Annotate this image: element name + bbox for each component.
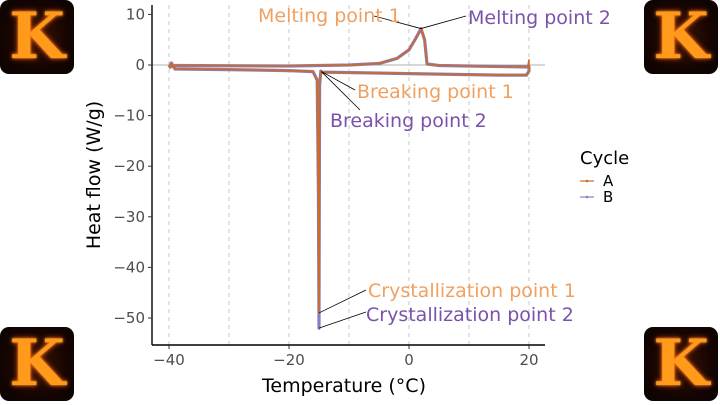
annotation-leader bbox=[373, 15, 422, 29]
k-logo: K bbox=[644, 0, 718, 74]
annotation-leader bbox=[321, 71, 361, 111]
x-tick-label: 0 bbox=[404, 351, 414, 369]
legend-key-point bbox=[585, 179, 589, 183]
y-tick-label: 10 bbox=[126, 5, 145, 23]
y-tick-label: 0 bbox=[135, 56, 145, 74]
k-logo: K bbox=[0, 0, 74, 74]
annotation-label: Breaking point 1 bbox=[357, 81, 514, 103]
annotation-leader bbox=[318, 311, 367, 329]
annotation-label: Crystallization point 1 bbox=[368, 280, 576, 302]
y-tick-label: −10 bbox=[113, 107, 145, 125]
y-tick-label: −30 bbox=[113, 208, 145, 226]
annotation-label: Melting point 1 bbox=[258, 5, 401, 27]
legend-title: Cycle bbox=[580, 148, 629, 169]
annotation-label: Melting point 2 bbox=[468, 7, 611, 29]
annotation-leader bbox=[321, 71, 356, 91]
legend-key-point bbox=[585, 195, 589, 199]
x-tick-label: −40 bbox=[153, 351, 185, 369]
annotation-leader bbox=[318, 289, 367, 314]
k-logo: K bbox=[0, 327, 74, 401]
k-logo: K bbox=[644, 327, 718, 401]
y-axis-title: Heat flow (W/g) bbox=[83, 101, 105, 249]
legend-label: A bbox=[603, 172, 614, 190]
series-line-a bbox=[168, 28, 530, 314]
annotation-leader bbox=[420, 15, 467, 29]
x-tick-label: 20 bbox=[519, 351, 538, 369]
x-tick-label: −20 bbox=[273, 351, 305, 369]
legend-label: B bbox=[603, 188, 613, 206]
annotation-label: Crystallization point 2 bbox=[366, 304, 574, 326]
y-tick-label: −40 bbox=[113, 258, 145, 276]
y-tick-label: −20 bbox=[113, 157, 145, 175]
x-axis-title: Temperature (°C) bbox=[261, 375, 426, 397]
y-tick-label: −50 bbox=[113, 309, 145, 327]
annotation-label: Breaking point 2 bbox=[330, 110, 487, 132]
